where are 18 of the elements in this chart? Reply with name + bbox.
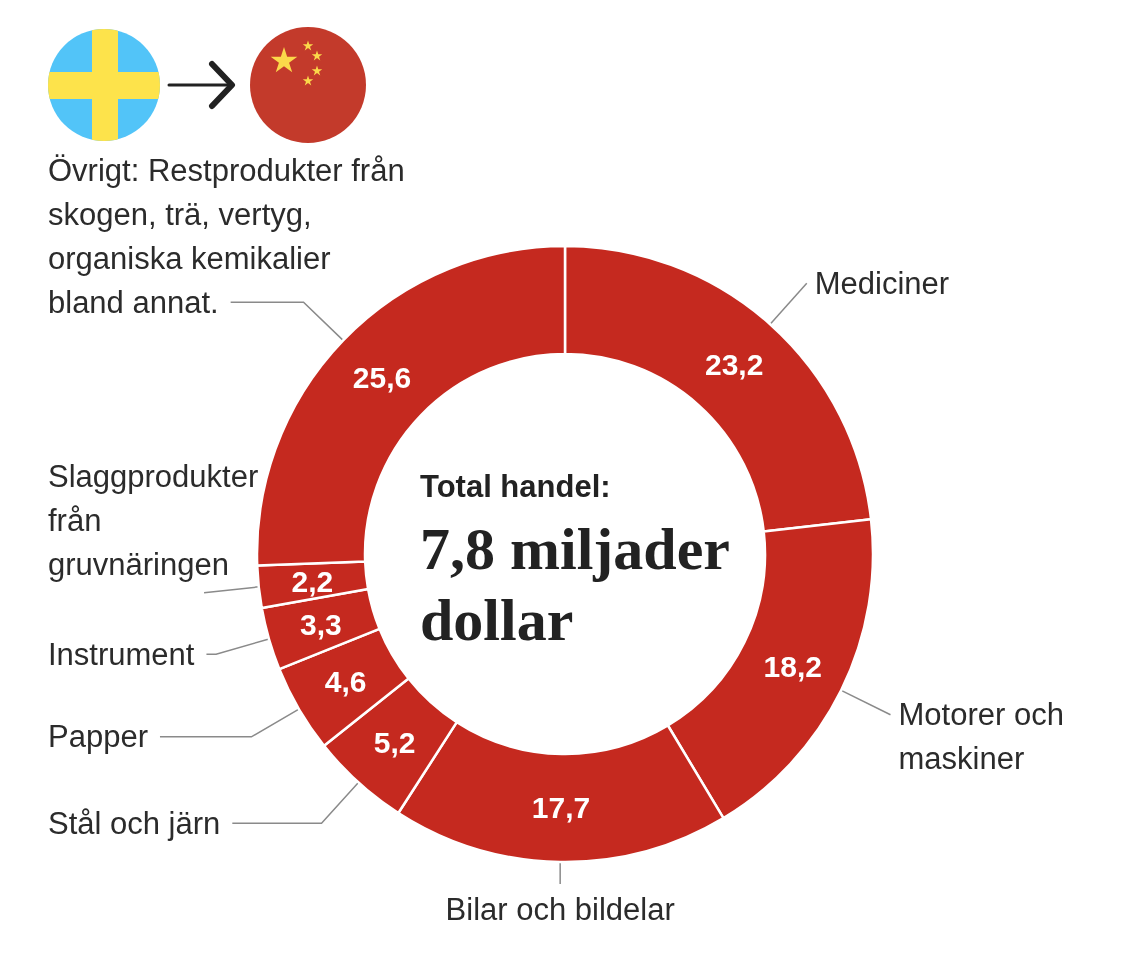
data-label: 5,2 [373, 725, 416, 759]
text: Total handel: [420, 468, 612, 506]
data-label: 17,7 [531, 791, 591, 825]
slice-label: Mediciner [814, 265, 950, 301]
slice-label: Papper [48, 719, 148, 755]
slice-label: Instrument [48, 636, 195, 672]
data-label: 25,6 [352, 361, 412, 395]
text: 7,8 miljader dollar [420, 515, 730, 655]
data-label: 2,2 [291, 564, 334, 598]
data-label: 3,3 [300, 607, 342, 641]
slice-label: Stål och järn [48, 805, 221, 841]
data-label: 18,2 [763, 649, 822, 683]
slice-label: Övrigt: Restprodukter från skogen, trä, vertyg, organiska kemikalier bland annat. [48, 152, 405, 320]
slice-label: Slaggprodukter från gruvnäringen [48, 459, 259, 583]
data-label: 4,6 [324, 665, 367, 699]
slice-label: Motorer och maskiner [898, 697, 1064, 777]
data-label: 23,2 [704, 348, 764, 382]
slice-label: Bilar och bildelar [445, 892, 675, 928]
